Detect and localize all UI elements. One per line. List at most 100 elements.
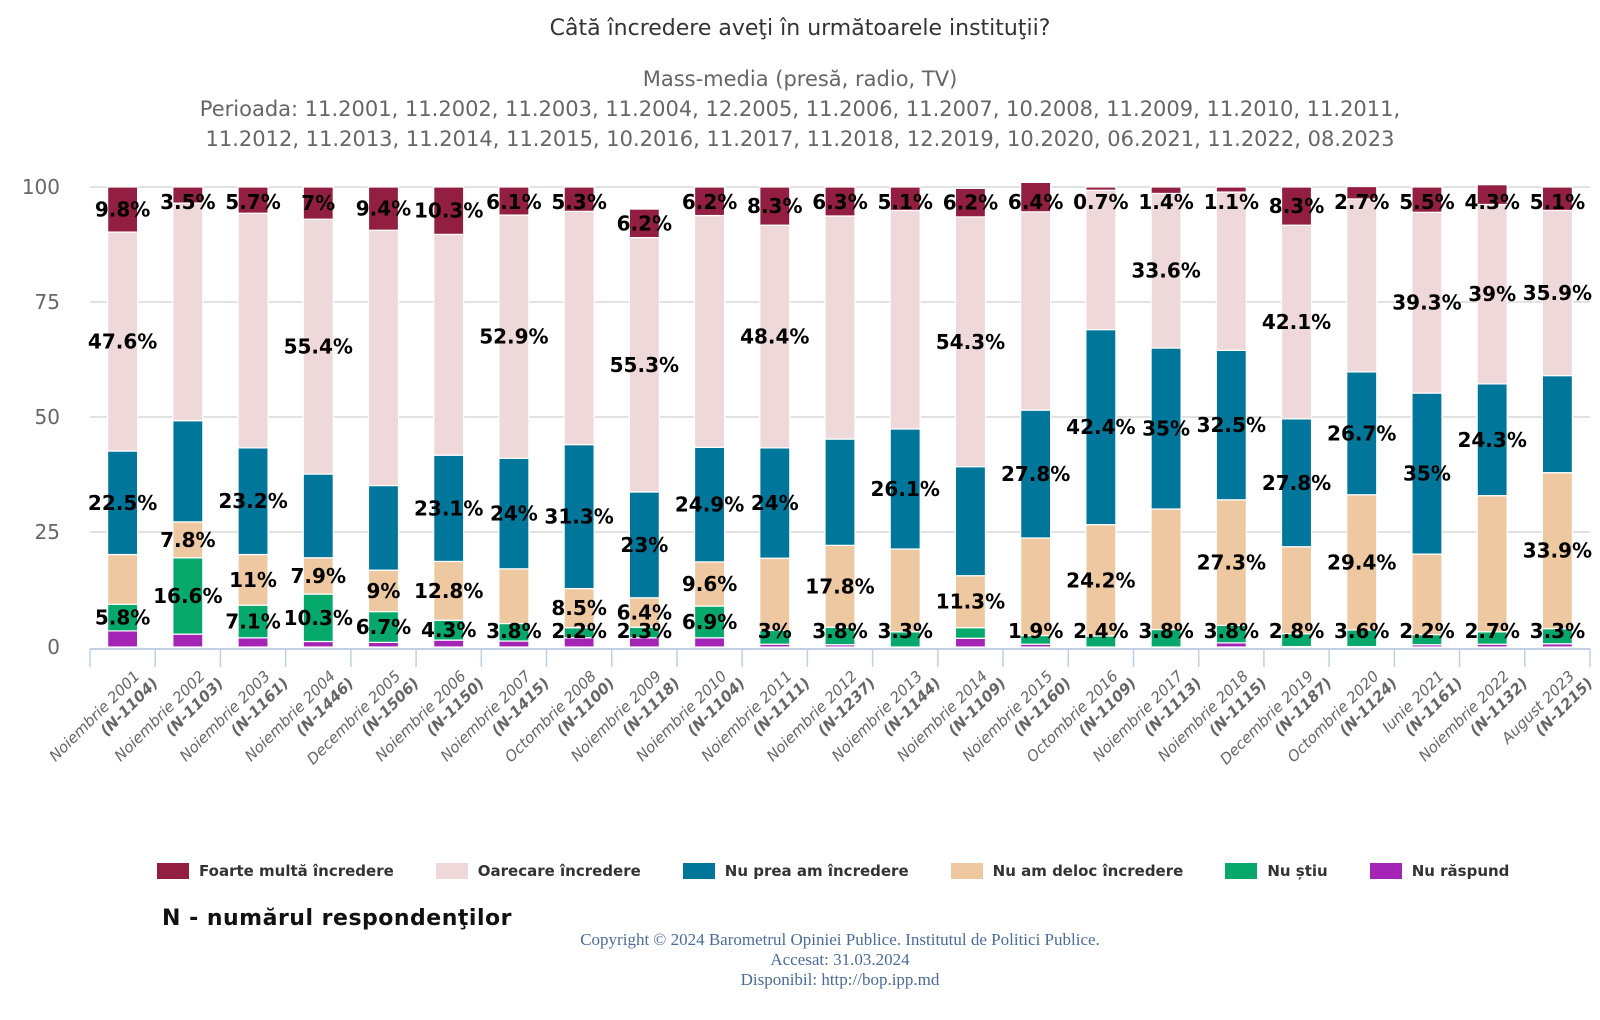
bar-segment[interactable] xyxy=(237,447,269,556)
bar-segment[interactable] xyxy=(172,420,204,523)
bar-segment[interactable] xyxy=(237,604,269,639)
bar-segment[interactable] xyxy=(1541,472,1573,630)
bar-segment[interactable] xyxy=(954,627,987,639)
bar-segment[interactable] xyxy=(172,557,204,635)
bar-segment[interactable] xyxy=(954,575,987,629)
bar-segment[interactable] xyxy=(367,484,400,571)
bar-segment[interactable] xyxy=(1215,191,1247,351)
bar-segment[interactable] xyxy=(628,237,660,493)
legend-item-oarecare[interactable]: Oarecare încredere xyxy=(435,862,641,880)
bar-segment[interactable] xyxy=(1020,537,1052,637)
bar-segment[interactable] xyxy=(1215,186,1247,193)
legend-item-nu-raspund[interactable]: Nu răspund xyxy=(1369,862,1509,880)
bar-segment[interactable] xyxy=(367,610,400,644)
bar-segment[interactable] xyxy=(628,491,660,599)
bar-segment[interactable] xyxy=(433,186,465,235)
bar-segment[interactable] xyxy=(1020,409,1052,539)
bar-segment[interactable] xyxy=(1020,211,1052,411)
bar-segment[interactable] xyxy=(107,450,139,556)
bar-segment[interactable] xyxy=(302,593,334,643)
bar-segment[interactable] xyxy=(367,229,400,487)
bar-segment[interactable] xyxy=(433,233,465,456)
bar-segment[interactable] xyxy=(107,186,139,233)
bar-segment[interactable] xyxy=(172,202,204,422)
bar-segment[interactable] xyxy=(302,640,334,648)
bar-segment[interactable] xyxy=(824,544,856,628)
bar-segment[interactable] xyxy=(302,473,334,559)
bar-segment[interactable] xyxy=(628,597,660,628)
bar-segment[interactable] xyxy=(889,209,921,430)
bar-segment[interactable] xyxy=(1346,185,1378,200)
bar-segment[interactable] xyxy=(1085,186,1117,191)
bar-segment[interactable] xyxy=(302,186,334,220)
bar-segment[interactable] xyxy=(693,637,726,648)
bar-segment[interactable] xyxy=(824,186,856,217)
bar-segment[interactable] xyxy=(433,454,465,563)
bar-segment[interactable] xyxy=(954,216,987,468)
bar-segment[interactable] xyxy=(563,186,595,212)
bar-segment[interactable] xyxy=(1280,546,1313,635)
bar-segment[interactable] xyxy=(367,641,400,648)
bar-segment[interactable] xyxy=(1150,186,1182,195)
bar-segment[interactable] xyxy=(1150,347,1182,510)
bar-segment[interactable] xyxy=(563,444,595,590)
bar-segment[interactable] xyxy=(693,446,726,563)
bar-segment[interactable] xyxy=(237,212,269,449)
bar-segment[interactable] xyxy=(498,214,530,459)
bar-segment[interactable] xyxy=(889,428,921,550)
bar-segment[interactable] xyxy=(1411,211,1443,394)
bar-segment[interactable] xyxy=(172,521,204,559)
legend-item-nu-prea[interactable]: Nu prea am încredere xyxy=(682,862,909,880)
bar-segment[interactable] xyxy=(628,208,660,239)
bar-segment[interactable] xyxy=(302,218,334,475)
bar-segment[interactable] xyxy=(824,215,856,440)
bar-segment[interactable] xyxy=(954,637,987,648)
bar-segment[interactable] xyxy=(1280,224,1313,420)
bar-segment[interactable] xyxy=(1476,184,1508,206)
bar-segment[interactable] xyxy=(172,186,204,204)
bar-segment[interactable] xyxy=(107,231,139,452)
bar-segment[interactable] xyxy=(237,637,269,648)
bar-segment[interactable] xyxy=(1346,198,1378,373)
bar-segment[interactable] xyxy=(237,553,269,606)
bar-segment[interactable] xyxy=(693,214,726,448)
bar-segment[interactable] xyxy=(1411,186,1443,213)
bar-segment[interactable] xyxy=(1020,181,1052,213)
bar-segment[interactable] xyxy=(1541,209,1573,377)
bar-segment[interactable] xyxy=(759,447,791,559)
bar-segment[interactable] xyxy=(172,633,204,648)
bar-segment[interactable] xyxy=(954,466,987,577)
bar-segment[interactable] xyxy=(302,557,334,595)
bar-segment[interactable] xyxy=(107,630,139,648)
bar-segment[interactable] xyxy=(889,186,921,212)
bar-segment[interactable] xyxy=(1476,495,1508,633)
bar-segment[interactable] xyxy=(954,187,987,218)
bar-segment[interactable] xyxy=(1150,508,1182,631)
bar-segment[interactable] xyxy=(498,568,530,625)
bar-segment[interactable] xyxy=(1541,375,1573,474)
bar-segment[interactable] xyxy=(1215,499,1247,626)
legend-item-nu-am-deloc[interactable]: Nu am deloc încredere xyxy=(950,862,1183,880)
bar-segment[interactable] xyxy=(693,186,726,217)
bar-segment[interactable] xyxy=(563,587,595,629)
source-link[interactable]: Disponibil: http://bop.ipp.md xyxy=(740,970,940,989)
legend-item-foarte-multa[interactable]: Foarte multă încredere xyxy=(157,862,394,880)
bar-segment[interactable] xyxy=(693,605,726,639)
legend-item-nu-stiu[interactable]: Nu știu xyxy=(1225,862,1328,880)
bar-segment[interactable] xyxy=(107,553,139,605)
bar-segment[interactable] xyxy=(1476,383,1508,497)
bar-segment[interactable] xyxy=(1085,329,1117,526)
bar-segment[interactable] xyxy=(1411,392,1443,555)
bar-segment[interactable] xyxy=(367,186,400,231)
bar-segment[interactable] xyxy=(1541,186,1573,212)
bar-segment[interactable] xyxy=(498,457,530,570)
bar-segment[interactable] xyxy=(1215,642,1247,648)
bar-segment[interactable] xyxy=(563,210,595,446)
bar-segment[interactable] xyxy=(1280,418,1313,548)
bar-segment[interactable] xyxy=(1411,553,1443,636)
bar-segment[interactable] xyxy=(367,569,400,613)
bar-segment[interactable] xyxy=(824,438,856,546)
bar-segment[interactable] xyxy=(1150,192,1182,349)
bar-segment[interactable] xyxy=(237,186,269,214)
bar-segment[interactable] xyxy=(1280,186,1313,226)
